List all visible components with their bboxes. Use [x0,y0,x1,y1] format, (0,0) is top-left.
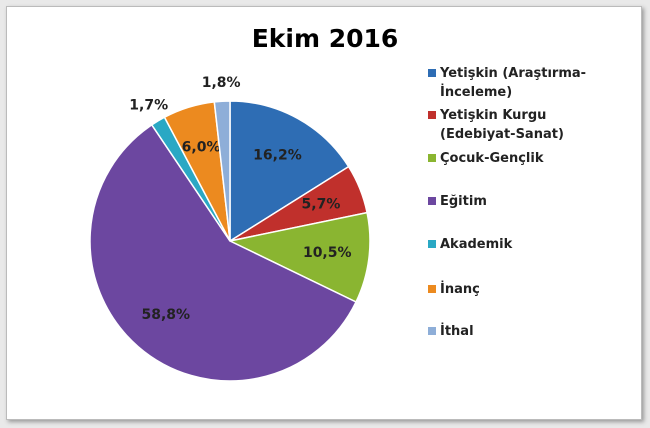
legend-swatch [428,240,436,248]
legend-swatch [428,285,436,293]
data-label: 10,5% [303,245,352,261]
pie-slice [229,100,350,243]
legend-entry: İnanç [428,280,620,299]
pie-slice [89,123,358,382]
legend-label: İthal [440,324,474,339]
legend-swatch [428,327,436,335]
legend-label: Çocuk-Gençlik [440,151,544,166]
legend-label: Yetişkin Kurgu (Edebiyat-Sanat) [440,108,564,142]
data-label: 1,8% [202,75,241,91]
legend-swatch [428,154,436,162]
legend-label: Akademik [440,237,513,252]
data-label: 16,2% [253,147,302,163]
pie-slice [213,100,231,242]
legend-entry: Çocuk-Gençlik [428,149,620,168]
legend-entry: Eğitim [428,192,620,211]
pie-slice [227,211,371,303]
legend-label: Eğitim [440,194,487,209]
legend-swatch [428,111,436,119]
legend-entry: Akademik [428,235,620,254]
data-label: 6,0% [182,139,221,155]
legend-swatch [428,197,436,205]
legend-entry: Yetişkin (Araştırma-İnceleme) [428,64,620,102]
data-label: 58,8% [142,307,191,323]
chart-title: Ekim 2016 [252,24,399,53]
legend-label: Yetişkin (Araştırma-İnceleme) [440,66,587,100]
data-label: 1,7% [129,97,168,113]
legend-swatch [428,69,436,77]
legend-entry: İthal [428,322,620,341]
legend-label: İnanç [440,282,480,297]
data-label: 5,7% [302,196,341,212]
legend-entry: Yetişkin Kurgu (Edebiyat-Sanat) [428,106,620,144]
